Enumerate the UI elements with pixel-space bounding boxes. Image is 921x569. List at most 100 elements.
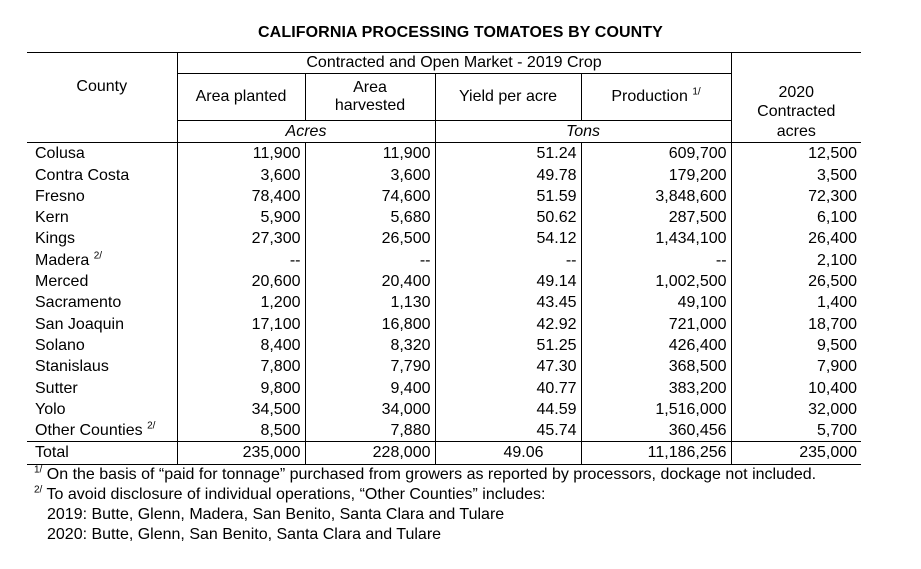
production-cell-text: 49,100	[677, 294, 727, 312]
area-planted-cell: 1,200	[176, 292, 305, 314]
area-planted-cell: 17,100	[176, 313, 305, 335]
yield-cell: 51.59	[434, 185, 581, 208]
area-planted-cell: 7,800	[176, 356, 305, 378]
production-cell-text: 360,456	[668, 422, 727, 440]
area-harvested-cell: 74,600	[304, 185, 435, 208]
area-harvested-cell-text: 74,600	[381, 187, 431, 205]
production-cell: 383,200	[580, 377, 732, 399]
area-planted-cell-text: 27,300	[251, 230, 301, 248]
county-cell: San Joaquin	[27, 314, 177, 335]
yield-cell-text: 51.25	[536, 336, 577, 354]
production-cell: 1,002,500	[580, 271, 732, 293]
area-harvested-cell: 1,130	[304, 292, 435, 314]
footnote-1-text: On the basis of “paid for tonnage” purch…	[46, 466, 817, 483]
area-planted-cell-text: 20,600	[251, 273, 301, 291]
yield-cell: 54.12	[434, 228, 581, 250]
contracted-cell-text: 7,900	[816, 358, 858, 376]
yield-cell-text: 54.12	[536, 230, 577, 248]
header-row-group: County Contracted and Open Market - 2019…	[27, 52, 862, 121]
county-header: County	[27, 52, 177, 121]
production-cell-text: 3,848,600	[655, 187, 727, 205]
production-cell: 368,500	[580, 356, 732, 378]
area-planted-cell: 8,500	[176, 420, 305, 442]
area-planted-cell-text: 7,800	[260, 358, 301, 376]
contracted-cell-text: 18,700	[808, 315, 858, 333]
production-cell: 3,848,600	[580, 185, 732, 208]
county-cell: Yolo	[27, 399, 177, 420]
footnote-2-text: To avoid disclosure of individual operat…	[46, 486, 546, 503]
area-harvested-cell-text: 3,600	[390, 166, 431, 184]
production-cell: 1,434,100	[580, 228, 732, 250]
table-row: Contra Costa 3,600 3,600 49.78 179,200 3,500	[27, 164, 862, 186]
yield-cell-text: 42.92	[536, 315, 577, 333]
production-cell-text: 383,200	[668, 379, 727, 397]
yield-cell-text: 44.59	[536, 400, 577, 418]
area-planted-cell: 9,800	[176, 377, 305, 399]
yield-cell-text: 51.24	[536, 145, 577, 163]
table-row: Sacramento 1,200 1,130 43.45 49,100 1,400	[27, 292, 862, 314]
table-row: Merced 20,600 20,400 49.14 1,002,500 26,500	[27, 271, 862, 293]
area-planted-cell-text: 1,200	[260, 294, 301, 312]
production-header-label: Production	[611, 88, 688, 106]
contracted-cell-text: 2,100	[816, 251, 858, 269]
production-cell-text: 368,500	[668, 358, 727, 376]
county-cell: Madera 2/	[27, 250, 177, 271]
area-harvested-cell-text: 20,400	[381, 273, 431, 291]
contracted-header-line1: 2020	[778, 83, 815, 101]
area-planted-cell-text: 78,400	[251, 187, 301, 205]
header-row-columns: Area planted Area harvested Yield per ac…	[27, 73, 861, 121]
table-row: Colusa 11,900 11,900 51.24 609,700 12,500	[27, 142, 862, 165]
contracted-cell-text: 1,400	[816, 294, 858, 312]
area-planted-cell: 5,900	[176, 207, 305, 229]
yield-cell-text: 43.45	[536, 294, 577, 312]
group-header: Contracted and Open Market - 2019 Crop	[176, 52, 732, 74]
yield-cell: 51.25	[434, 334, 581, 357]
table-row: Kern 5,900 5,680 50.62 287,500 6,100	[27, 207, 862, 229]
area-harvested-cell: 3,600	[304, 164, 435, 186]
area-planted-cell-text: 9,800	[260, 379, 301, 397]
total-label: Total	[27, 441, 177, 465]
area-harvested-line1: Area	[353, 79, 387, 96]
area-harvested-cell-text: 16,800	[381, 315, 431, 333]
county-footnote-mark: 2/	[93, 250, 103, 262]
contracted-cell: 2,100	[730, 249, 862, 272]
area-harvested-cell-text: 9,400	[390, 379, 431, 397]
county-cell-text: Yolo	[35, 400, 66, 418]
production-cell: 49,100	[580, 292, 732, 314]
area-planted-cell-text: 11,900	[252, 145, 301, 163]
yield-cell-text: 40.77	[536, 379, 577, 397]
area-harvested-cell: 16,800	[304, 313, 435, 335]
contracted-cell: 18,700	[730, 313, 862, 335]
area-planted-cell: --	[176, 249, 305, 272]
area-planted-cell-text: --	[289, 251, 301, 269]
county-cell: Kern	[27, 207, 177, 228]
county-cell-text: Fresno	[35, 187, 85, 205]
table-row: Yolo 34,500 34,000 44.59 1,516,000 32,000	[27, 398, 862, 421]
footnote-2-line-2019: 2019: Butte, Glenn, Madera, San Benito, …	[47, 506, 505, 523]
county-cell-text: Colusa	[35, 145, 85, 163]
county-cell-text: Kings	[35, 230, 76, 248]
area-harvested-cell-text: --	[419, 251, 431, 269]
total-contracted: 235,000	[730, 441, 862, 465]
table-row: Stanislaus 7,800 7,790 47.30 368,500 7,900	[27, 356, 862, 378]
area-harvested-line2: harvested	[334, 97, 406, 114]
contracted-cell: 10,400	[730, 377, 862, 399]
area-harvested-cell: 7,880	[304, 420, 435, 442]
production-footnote-mark: 1/	[692, 87, 701, 99]
county-cell-text: Stanislaus	[35, 358, 109, 376]
area-harvested-cell: 26,500	[304, 228, 435, 250]
county-cell: Merced	[27, 271, 177, 292]
area-harvested-cell-text: 7,880	[390, 422, 431, 440]
production-cell-text: 1,434,100	[655, 230, 727, 248]
yield-cell: 40.77	[434, 377, 581, 399]
contracted-cell-text: 3,500	[816, 166, 858, 184]
area-harvested-cell-text: 34,000	[381, 400, 431, 418]
yield-header: Yield per acre	[434, 73, 581, 121]
production-cell-text: 609,700	[668, 145, 727, 163]
area-harvested-cell: 20,400	[304, 271, 435, 293]
production-cell-text: 179,200	[668, 166, 727, 184]
total-harvested: 228,000	[304, 441, 435, 465]
production-cell-text: 1,002,500	[655, 273, 727, 291]
yield-cell-text: 49.78	[536, 166, 577, 184]
yield-cell: 43.45	[434, 292, 581, 314]
